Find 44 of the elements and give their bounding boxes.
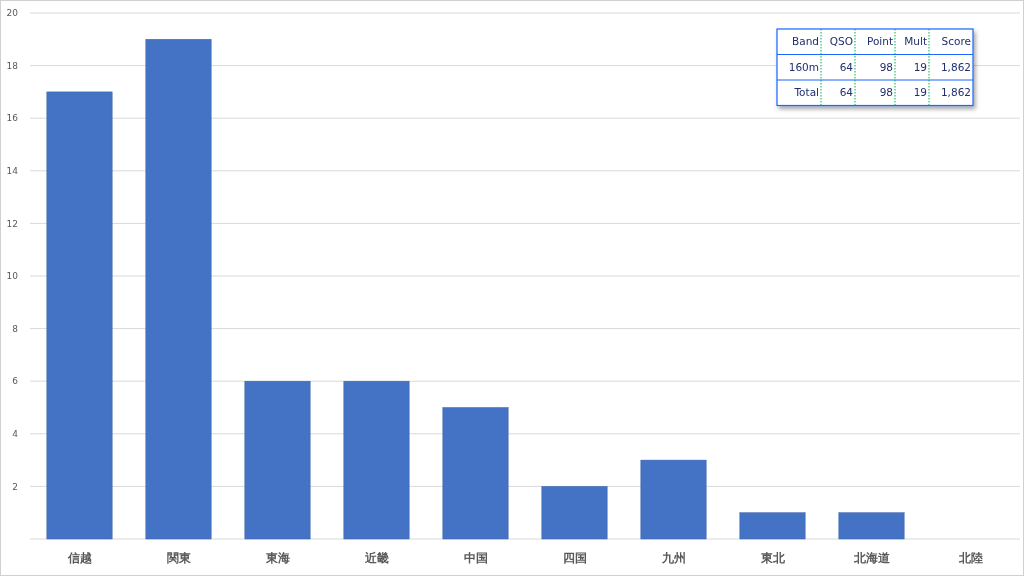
x-tick-label: 東海 xyxy=(264,551,290,565)
x-tick-label: 近畿 xyxy=(363,551,389,565)
y-tick-label: 4 xyxy=(12,428,19,439)
x-tick-label: 関東 xyxy=(166,551,192,565)
annotation: Score xyxy=(941,35,971,48)
bar xyxy=(640,459,707,540)
bar xyxy=(442,407,509,540)
y-tick-label: 16 xyxy=(6,113,19,124)
bar xyxy=(244,380,311,540)
bar xyxy=(739,512,806,540)
annotation: 98 xyxy=(879,60,893,73)
x-tick-label: 東北 xyxy=(759,551,786,565)
y-tick-label: 10 xyxy=(6,271,19,282)
y-tick-label: 8 xyxy=(12,323,19,334)
annotation: Mult xyxy=(904,35,927,48)
bar xyxy=(145,39,212,540)
bar xyxy=(541,486,608,540)
y-tick-label: 12 xyxy=(6,218,18,229)
bar xyxy=(343,380,410,540)
annotation: Total xyxy=(793,86,819,99)
annotation: 64 xyxy=(839,86,854,99)
annotation: Band xyxy=(792,35,819,48)
x-tick-label: 北陸 xyxy=(957,551,983,565)
annotation: 160m xyxy=(788,60,819,73)
y-tick-label: 20 xyxy=(6,8,19,19)
x-tick-label: 北海道 xyxy=(852,551,891,565)
y-tick-label: 14 xyxy=(6,165,19,176)
bar xyxy=(838,512,905,540)
y-tick-label: 18 xyxy=(6,60,19,71)
bar xyxy=(46,91,113,540)
x-tick-label: 四国 xyxy=(562,551,587,565)
annotation: 1,862 xyxy=(940,86,971,99)
annotation: 1,862 xyxy=(940,60,971,73)
annotation: 19 xyxy=(913,86,927,99)
y-tick-label: 2 xyxy=(12,481,18,492)
annotation: 98 xyxy=(879,86,893,99)
y-tick-label: 6 xyxy=(12,376,19,387)
x-tick-label: 信越 xyxy=(66,551,92,565)
annotation: 19 xyxy=(913,60,927,73)
annotation: 64 xyxy=(839,60,854,73)
annotation: Point xyxy=(866,35,893,48)
annotation: QSO xyxy=(829,35,853,48)
x-tick-label: 九州 xyxy=(660,551,686,565)
x-tick-label: 中国 xyxy=(463,551,488,565)
